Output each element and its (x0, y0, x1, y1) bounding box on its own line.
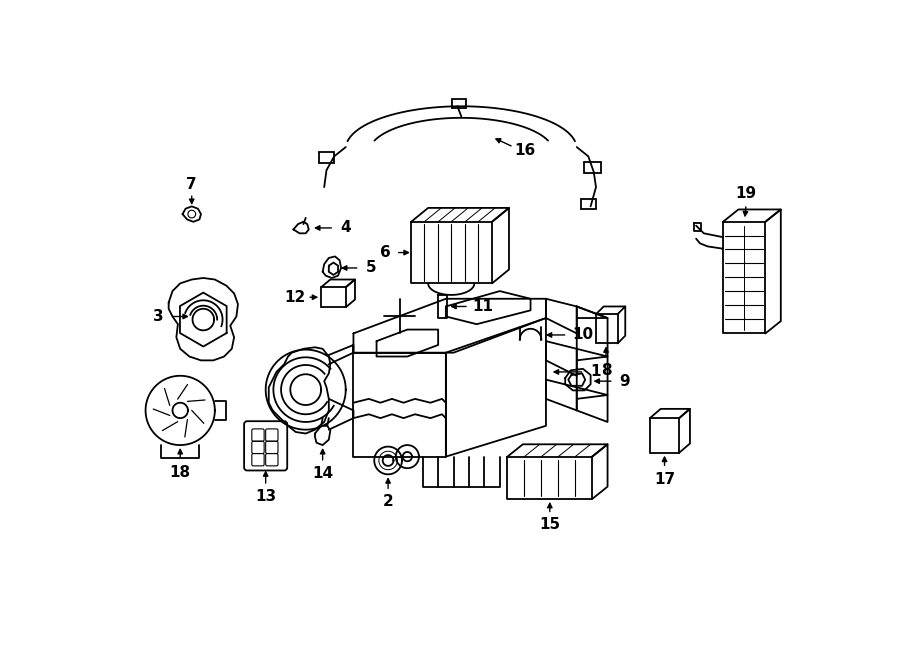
Text: 9: 9 (619, 373, 630, 389)
Text: 6: 6 (381, 245, 392, 260)
Bar (596, 314, 617, 344)
Text: 2: 2 (382, 494, 393, 509)
Bar (580, 199, 596, 210)
Text: 1: 1 (590, 364, 601, 379)
Text: 14: 14 (312, 466, 333, 481)
Bar (650, 418, 680, 453)
Text: 19: 19 (735, 186, 757, 201)
Text: 15: 15 (539, 517, 561, 532)
Text: 3: 3 (153, 309, 164, 324)
Text: 8: 8 (600, 363, 611, 378)
Text: 18: 18 (169, 465, 191, 479)
Bar (452, 98, 466, 108)
Text: 13: 13 (255, 489, 276, 504)
Text: 16: 16 (515, 143, 536, 159)
Text: 7: 7 (186, 176, 197, 192)
Bar (321, 288, 346, 307)
Bar (584, 163, 601, 173)
Text: 10: 10 (572, 327, 593, 342)
Text: 12: 12 (284, 290, 306, 305)
Text: 4: 4 (340, 220, 351, 235)
Bar (319, 153, 334, 163)
Text: 11: 11 (472, 299, 493, 314)
Text: 17: 17 (654, 472, 675, 487)
Text: 5: 5 (365, 260, 376, 276)
